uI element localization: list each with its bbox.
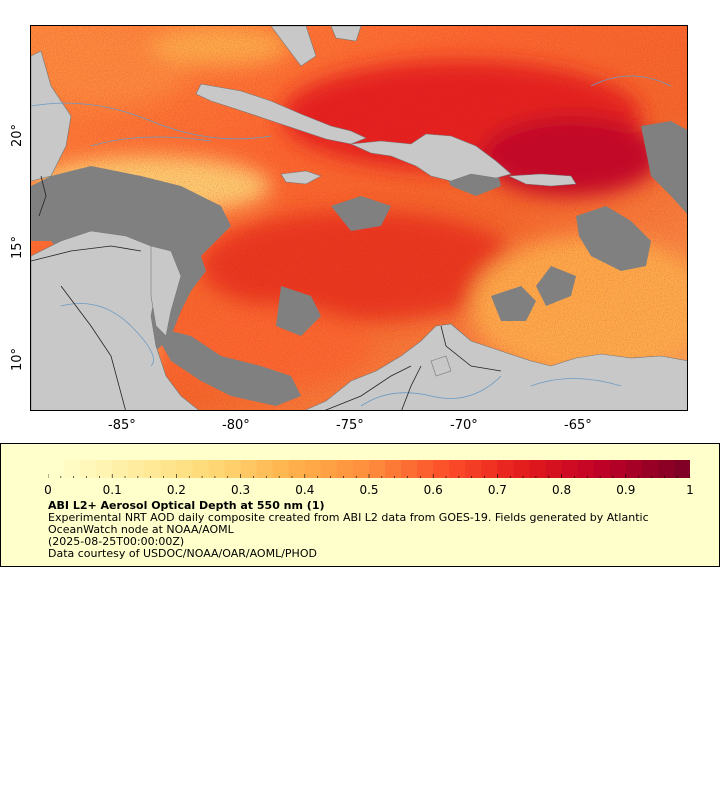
colorbar-step [545, 460, 563, 478]
colorbar-step [288, 460, 306, 478]
colorbar-tick-label: 0.3 [231, 483, 251, 497]
colorbar-step [385, 460, 402, 478]
colorbar-step [481, 460, 498, 478]
colorbar-step [80, 460, 97, 478]
colorbar-step [320, 460, 338, 478]
colorbar-step [128, 460, 145, 478]
colorbar-step [529, 460, 547, 478]
colorbar-step [433, 460, 450, 478]
colorbar-step [48, 460, 65, 478]
colorbar-step [657, 460, 675, 478]
lon-tick-label: -80° [222, 418, 250, 433]
colorbar-step [224, 460, 242, 478]
colorbar-step [272, 460, 290, 478]
legend-title: ABI L2+ Aerosol Optical Depth at 550 nm … [48, 499, 325, 512]
lat-tick-label: 10° [10, 347, 26, 372]
colorbar-step [176, 460, 193, 478]
lon-tick-label: -75° [336, 418, 364, 433]
colorbar-step [96, 460, 113, 478]
lat-tick-label: 20° [10, 123, 26, 148]
colorbar-step [112, 460, 129, 478]
colorbar-step [561, 460, 579, 478]
map-panel [30, 25, 688, 411]
colorbar-step [593, 460, 611, 478]
colorbar-step [513, 460, 530, 478]
lon-tick-label: -85° [108, 418, 136, 433]
colorbar-tick-label: 0.2 [166, 483, 186, 497]
legend-time: (2025-08-25T00:00:00Z) [48, 535, 185, 548]
colorbar-tick-label: 0.8 [552, 483, 572, 497]
land-masses [31, 26, 687, 410]
colorbar-step [641, 460, 659, 478]
colorbar-step [160, 460, 177, 478]
lat-tick-label: 15° [10, 235, 26, 260]
colorbar-tick-label: 1 [686, 483, 694, 497]
colorbar-tick-label: 0.4 [295, 483, 315, 497]
lon-tick-label: -65° [564, 418, 592, 433]
lon-tick-label: -70° [450, 418, 478, 433]
country-borders [31, 175, 502, 410]
rivers [31, 75, 672, 407]
legend-text: ABI L2+ Aerosol Optical Depth at 550 nm … [48, 500, 688, 560]
colorbar-step [64, 460, 81, 478]
colorbar-step [465, 460, 482, 478]
colorbar-step [401, 460, 418, 478]
colorbar-step [336, 460, 354, 478]
colorbar-step [497, 460, 514, 478]
aod-map [31, 26, 687, 410]
colorbar-tick-label: 0.7 [487, 483, 507, 497]
colorbar-step [673, 460, 690, 478]
colorbar-step [417, 460, 434, 478]
colorbar-step [449, 460, 466, 478]
colorbar-tick-label: 0 [44, 483, 52, 497]
colorbar-step [369, 460, 386, 478]
legend-credit: Data courtesy of USDOC/NOAA/OAR/AOML/PHO… [48, 547, 317, 560]
colorbar-tick-label: 0.1 [102, 483, 122, 497]
colorbar-step [304, 460, 322, 478]
colorbar-step [609, 460, 627, 478]
colorbar-step [208, 460, 226, 478]
colorbar-step [192, 460, 209, 478]
colorbar-step [577, 460, 595, 478]
colorbar-step [352, 460, 370, 478]
colorbar-step [625, 460, 643, 478]
legend-panel: ABI L2+ Aerosol Optical Depth at 550 nm … [0, 443, 720, 567]
colorbar-tick-label: 0.9 [616, 483, 636, 497]
colorbar [48, 460, 690, 478]
colorbar-tick-label: 0.5 [359, 483, 379, 497]
colorbar-step [144, 460, 161, 478]
colorbar-step [256, 460, 274, 478]
colorbar-tick-label: 0.6 [423, 483, 443, 497]
legend-description: Experimental NRT AOD daily composite cre… [48, 511, 649, 536]
colorbar-step [240, 460, 258, 478]
